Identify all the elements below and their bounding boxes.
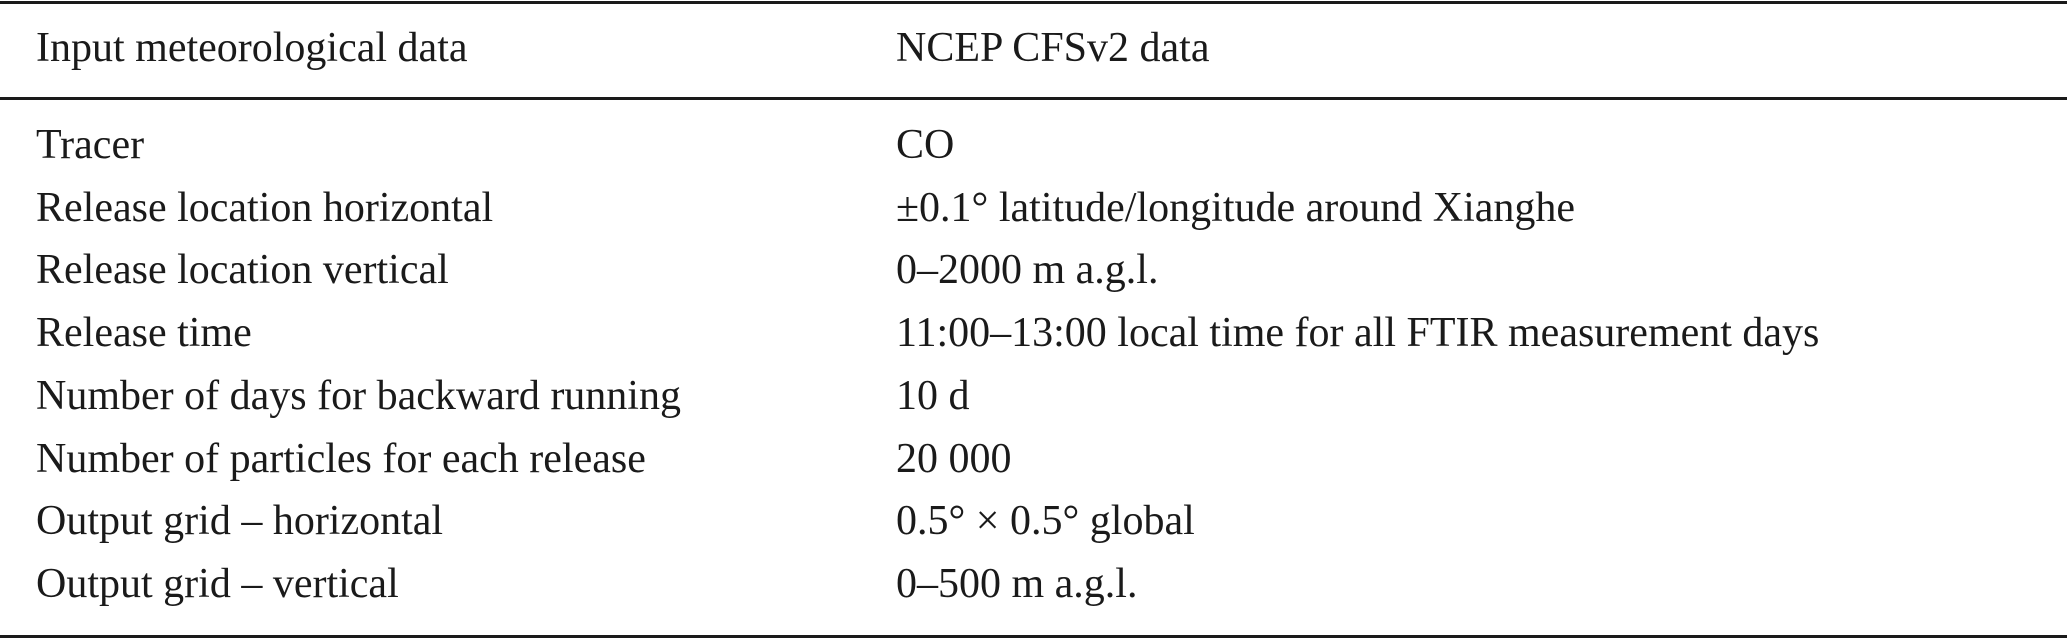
setting-cell: ±0.1° latitude/longitude around Xianghe — [896, 184, 1576, 231]
setting-cell: 0.5° × 0.5° global — [896, 498, 1195, 545]
parameter-cell: Number of particles for each release — [36, 435, 646, 482]
parameter-cell: Output grid – horizontal — [36, 498, 444, 545]
setting-cell: 11:00–13:00 local time for all FTIR meas… — [896, 310, 1820, 357]
header-rule — [0, 97, 2067, 100]
parameter-cell: Output grid – vertical — [36, 560, 399, 607]
parameter-cell: Release location horizontal — [36, 184, 494, 231]
setting-cell: 0–2000 m a.g.l. — [896, 247, 1159, 294]
setting-cell: 0–500 m a.g.l. — [896, 560, 1138, 607]
header-cell: Input meteorological data — [36, 25, 468, 71]
parameter-cell: Release location vertical — [36, 247, 449, 294]
parameter-cell: Tracer — [36, 122, 145, 168]
parameter-cell: Number of days for backward running — [36, 372, 681, 419]
bottom-rule — [0, 635, 2067, 638]
setting-cell: 10 d — [896, 372, 970, 419]
header-cell: NCEP CFSv2 data — [896, 25, 1210, 71]
setting-cell: CO — [896, 122, 955, 168]
top-rule — [0, 1, 2067, 4]
parameter-cell: Release time — [36, 310, 252, 357]
setting-cell: 20 000 — [896, 435, 1012, 482]
